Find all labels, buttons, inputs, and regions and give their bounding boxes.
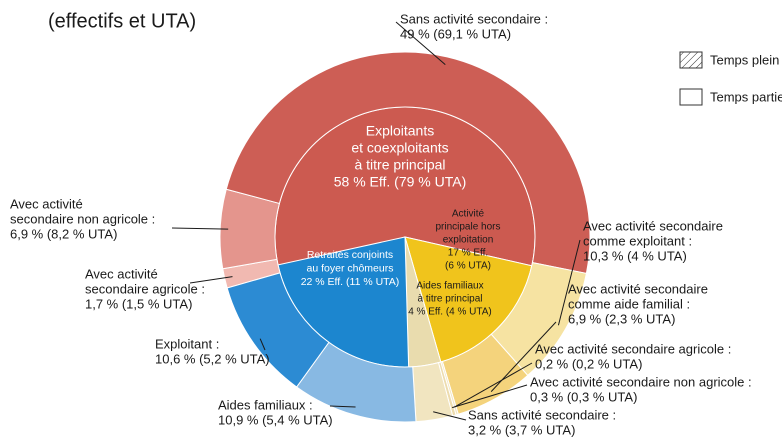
slice-label: comme aide familial : [568,296,690,311]
chart-title: (effectifs et UTA) [48,10,196,32]
inner-label: Aides familiaux [416,281,483,292]
leader-line [189,276,233,284]
slice-label: Avec activité [85,266,158,281]
leader-line [395,21,446,66]
outer-slice [226,272,330,388]
slice-label: Aides familiaux : [218,397,313,412]
outer-slice [225,51,591,275]
inner-label: à titre principal [417,294,482,305]
inner-label: Activité [452,209,485,220]
slice-label: Exploitant : [155,336,219,351]
inner-label: au foyer chômeurs [307,262,394,274]
leader-line [171,227,229,230]
slice-label: secondaire agricole : [85,281,205,296]
slice-label: Avec activité secondaire agricole : [535,341,731,356]
slice-value-label: 0,2 % (0,2 % UTA) [535,356,642,371]
leader-line [452,384,528,409]
slice-label: secondaire non agricole : [10,211,155,226]
inner-value-label: (6 % UTA) [445,261,491,272]
inner-label: Exploitants [366,123,434,139]
slice-value-label: 10,6 % (5,2 % UTA) [155,351,270,366]
inner-label: exploitation [443,235,494,246]
leader-line [557,239,581,326]
slice-label: comme exploitant : [583,233,692,248]
inner-label: à titre principal [354,157,445,173]
slice-value-label: 0,3 % (0,3 % UTA) [530,389,637,404]
leader-line [259,338,266,351]
legend-swatch [679,51,703,69]
leader-line [329,405,356,408]
inner-value-label: 17 % Eff. [448,248,488,259]
slice-value-label: 10,9 % (5,4 % UTA) [218,412,333,427]
slice-value-label: 1,7 % (1,5 % UTA) [85,296,192,311]
slice-label: Sans activité secondaire : [468,407,616,422]
slice-label: Avec activité secondaire [583,218,723,233]
slice-value-label: 49 % (69,1 % UTA) [400,26,511,41]
slice-label: Avec activité [10,196,83,211]
inner-label: principale hors [435,222,500,233]
slice-label: Avec activité secondaire [568,281,708,296]
inner-label: et coexploitants [351,140,448,156]
slice-value-label: 3,2 % (3,7 % UTA) [468,422,575,437]
legend-label: Temps plein [710,52,779,67]
slice-value-label: 10,3 % (4 % UTA) [583,248,687,263]
leader-line [433,411,467,421]
slice-label: Sans activité secondaire : [400,11,548,26]
slice-value-label: 6,9 % (2,3 % UTA) [568,311,675,326]
legend-label: Temps partiel [710,89,782,104]
slice-value-label: 6,9 % (8,2 % UTA) [10,226,117,241]
inner-label: Retraités conjoints [307,249,393,261]
leader-line [454,362,533,408]
legend-swatch [679,88,703,106]
inner-value-label: 22 % Eff. (11 % UTA) [301,276,400,288]
inner-value-label: 58 % Eff. (79 % UTA) [334,174,467,190]
inner-value-label: 4 % Eff. (4 % UTA) [408,307,492,318]
slice-label: Avec activité secondaire non agricole : [530,374,752,389]
